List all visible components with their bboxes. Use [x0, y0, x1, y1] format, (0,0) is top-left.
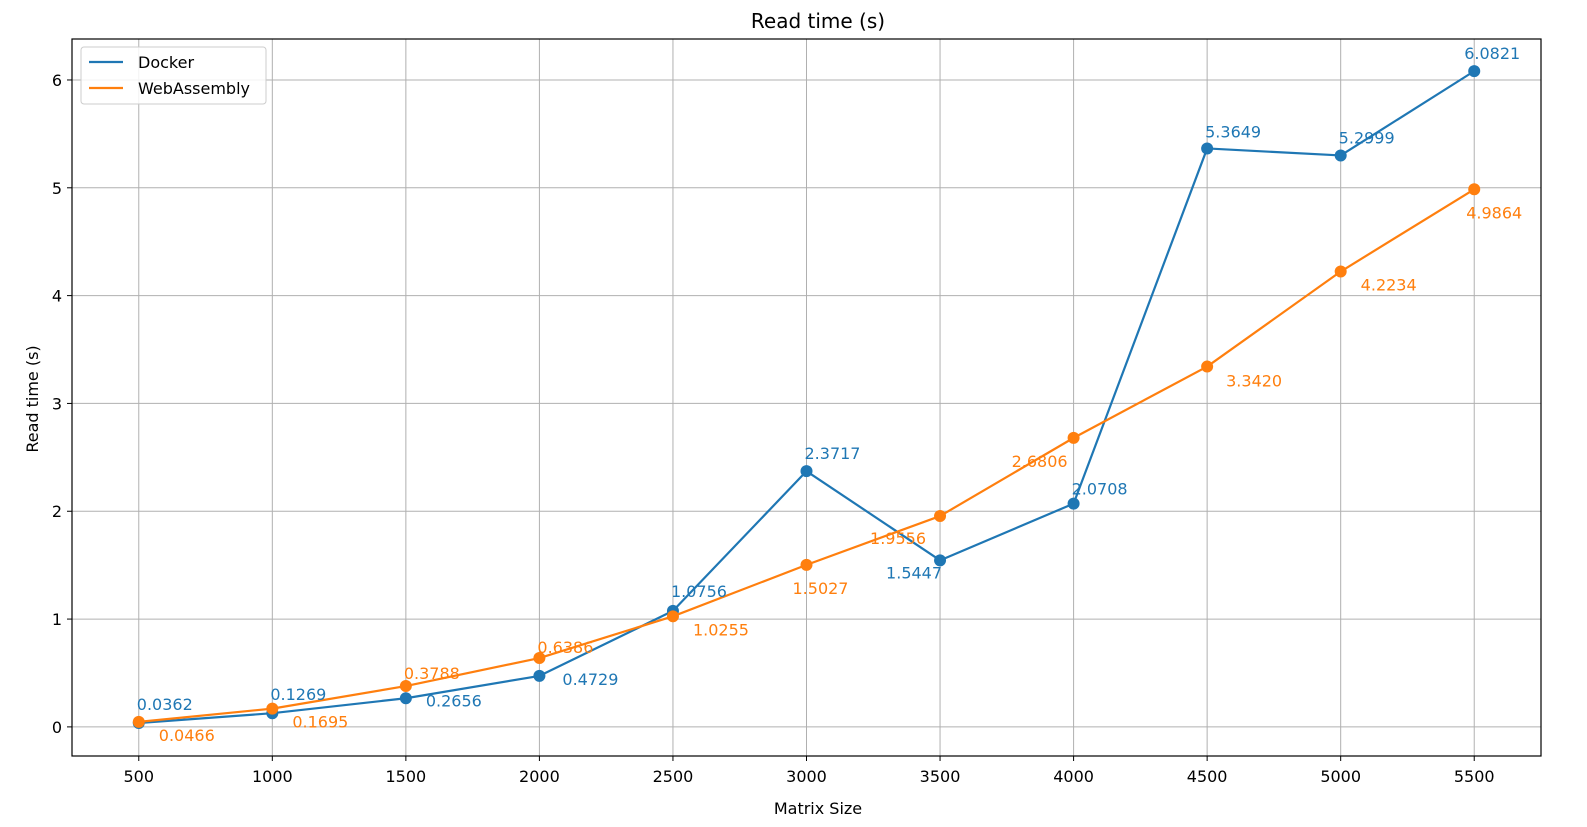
data-label-docker: 0.2656 — [426, 691, 482, 710]
data-point-docker — [800, 465, 813, 478]
legend-label-webassembly: WebAssembly — [138, 79, 250, 98]
data-point-webassembly — [1201, 360, 1214, 373]
x-tick-label: 2000 — [519, 767, 560, 786]
data-point-webassembly — [1334, 265, 1347, 278]
data-point-docker — [934, 554, 947, 567]
data-label-webassembly: 0.0466 — [159, 726, 215, 745]
grid — [72, 39, 1541, 756]
data-point-webassembly — [934, 510, 947, 523]
y-tick-label: 3 — [52, 394, 62, 413]
data-point-docker — [1201, 142, 1214, 155]
x-axis-label: Matrix Size — [774, 799, 862, 818]
data-point-webassembly — [132, 715, 145, 728]
legend: Docker WebAssembly — [80, 46, 267, 105]
chart-title: Read time (s) — [751, 9, 885, 33]
data-point-webassembly — [533, 652, 546, 665]
data-point-webassembly — [800, 558, 813, 571]
data-label-webassembly: 0.6386 — [537, 638, 593, 657]
data-labels: 0.0362 0.1269 0.2656 0.4729 1.0756 2.3717 1.54… — [137, 44, 1522, 745]
x-tick-label: 4500 — [1187, 767, 1228, 786]
data-label-docker: 0.4729 — [562, 670, 618, 689]
data-point-webassembly — [266, 702, 279, 715]
legend-box — [80, 46, 267, 105]
data-label-docker: 2.3717 — [805, 444, 861, 463]
data-label-webassembly: 4.9864 — [1466, 203, 1522, 222]
data-point-docker — [1334, 149, 1347, 162]
data-label-webassembly: 4.2234 — [1361, 276, 1417, 295]
data-point-webassembly — [1067, 431, 1080, 444]
legend-label-docker: Docker — [138, 53, 194, 72]
data-point-docker — [1468, 65, 1481, 78]
data-label-webassembly: 3.3420 — [1226, 372, 1282, 391]
data-label-docker: 2.0708 — [1072, 480, 1128, 499]
y-tick-label: 0 — [52, 718, 62, 737]
x-tick-label: 3500 — [920, 767, 961, 786]
data-label-docker: 1.5447 — [886, 563, 942, 582]
x-tick-label: 500 — [123, 767, 154, 786]
x-tick-label: 5500 — [1454, 767, 1495, 786]
y-tick-label: 5 — [52, 179, 62, 198]
data-label-docker: 5.2999 — [1339, 128, 1395, 147]
y-tick-label: 4 — [52, 287, 62, 306]
data-point-docker — [533, 669, 546, 682]
data-point-webassembly — [399, 680, 412, 693]
x-tick-label: 3000 — [786, 767, 827, 786]
y-axis-label: Read time (s) — [23, 345, 42, 452]
plot-series — [132, 65, 1481, 729]
y-tick-label: 2 — [52, 502, 62, 521]
data-label-webassembly: 1.0255 — [693, 620, 749, 639]
data-label-webassembly: 1.5027 — [793, 579, 849, 598]
y-tick-label: 1 — [52, 610, 62, 629]
y-tick-label: 6 — [52, 71, 62, 90]
data-label-webassembly: 0.3788 — [404, 664, 460, 683]
data-label-docker: 6.0821 — [1464, 44, 1520, 63]
x-tick-label: 4000 — [1053, 767, 1094, 786]
data-label-docker: 0.1269 — [270, 685, 326, 704]
x-tick-label: 1500 — [386, 767, 427, 786]
x-tick-label: 2500 — [653, 767, 694, 786]
x-tick-label: 1000 — [252, 767, 293, 786]
data-label-webassembly: 0.1695 — [292, 713, 348, 732]
data-point-docker — [1067, 497, 1080, 510]
data-label-docker: 5.3649 — [1205, 122, 1261, 141]
data-label-webassembly: 2.6806 — [1012, 452, 1068, 471]
x-tick-label: 5000 — [1320, 767, 1361, 786]
data-point-webassembly — [1468, 183, 1481, 196]
data-label-docker: 0.0362 — [137, 695, 193, 714]
axis-ticks: 500 1000 1500 2000 2500 3000 3500 4000 4500 5000 5… — [52, 71, 1495, 786]
data-label-webassembly: 1.9556 — [870, 529, 926, 548]
data-point-webassembly — [666, 610, 679, 623]
data-point-docker — [399, 692, 412, 705]
data-label-docker: 1.0756 — [671, 582, 727, 601]
